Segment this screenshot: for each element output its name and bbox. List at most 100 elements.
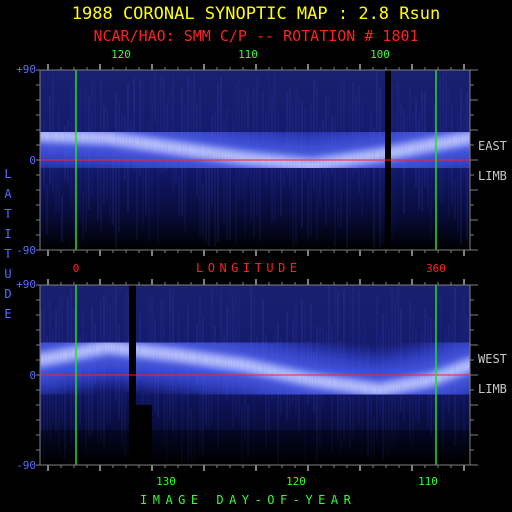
streak bbox=[304, 303, 306, 464]
corona-band-core bbox=[40, 343, 470, 394]
streak bbox=[442, 73, 444, 205]
lat-tick-label: +90 bbox=[16, 278, 36, 291]
streak bbox=[166, 349, 168, 462]
dark-floor bbox=[40, 430, 470, 465]
streak bbox=[391, 289, 393, 447]
streak bbox=[112, 152, 114, 225]
streak bbox=[79, 334, 81, 427]
streak bbox=[400, 307, 402, 412]
streak bbox=[148, 300, 150, 445]
streak bbox=[40, 115, 42, 215]
streak bbox=[199, 86, 201, 236]
streak bbox=[439, 75, 441, 203]
streak bbox=[175, 380, 177, 444]
streak bbox=[181, 366, 183, 465]
streak bbox=[274, 329, 276, 399]
streak bbox=[298, 383, 300, 435]
streak bbox=[433, 103, 435, 204]
streak bbox=[310, 101, 312, 237]
streak bbox=[250, 152, 252, 221]
streak bbox=[43, 308, 45, 459]
streak bbox=[238, 299, 240, 423]
streak bbox=[415, 98, 417, 188]
streak bbox=[97, 131, 99, 222]
streak bbox=[466, 315, 468, 367]
streak bbox=[325, 330, 327, 385]
streak bbox=[385, 311, 387, 459]
streak bbox=[454, 178, 456, 221]
streak bbox=[232, 119, 234, 166]
streak bbox=[430, 317, 432, 436]
streak bbox=[61, 195, 63, 242]
day-tick-label: 110 bbox=[418, 475, 438, 488]
streak bbox=[127, 292, 129, 392]
streak bbox=[466, 91, 468, 241]
streak bbox=[328, 285, 330, 378]
streak bbox=[427, 315, 429, 428]
streak bbox=[166, 103, 168, 171]
streak bbox=[295, 306, 297, 413]
streak bbox=[268, 382, 270, 430]
streak bbox=[136, 144, 138, 240]
streak bbox=[232, 293, 234, 430]
streak bbox=[430, 143, 432, 239]
streak bbox=[214, 326, 216, 371]
streak bbox=[301, 101, 303, 229]
streak bbox=[319, 325, 321, 451]
streak bbox=[64, 125, 66, 181]
streak bbox=[247, 87, 249, 174]
streak bbox=[286, 311, 288, 421]
east-limb-label: LIMB bbox=[478, 169, 507, 183]
streak bbox=[358, 85, 360, 194]
streak bbox=[373, 127, 375, 248]
streak bbox=[361, 99, 363, 220]
streak bbox=[76, 94, 78, 201]
streak bbox=[433, 320, 435, 461]
streak bbox=[292, 317, 294, 405]
streak bbox=[460, 89, 462, 246]
streak bbox=[106, 294, 108, 422]
streak bbox=[457, 362, 459, 435]
latitude-label-letter: T bbox=[4, 207, 12, 221]
streak bbox=[199, 295, 201, 453]
streak bbox=[58, 105, 60, 213]
streak bbox=[115, 92, 117, 249]
streak bbox=[124, 297, 126, 456]
streak bbox=[178, 313, 180, 386]
streak bbox=[154, 317, 156, 413]
day-of-year-axis-label: IMAGE DAY-OF-YEAR bbox=[140, 493, 357, 507]
streak bbox=[169, 90, 171, 147]
latitude-label-letter: D bbox=[4, 287, 12, 301]
streak bbox=[157, 348, 159, 418]
streak bbox=[241, 406, 243, 464]
streak bbox=[49, 95, 51, 186]
latitude-label-letter: A bbox=[4, 187, 12, 201]
streak bbox=[259, 150, 261, 241]
streak bbox=[55, 309, 57, 431]
streak bbox=[313, 79, 315, 190]
streak bbox=[160, 74, 162, 174]
streak bbox=[388, 321, 390, 456]
streak bbox=[256, 77, 258, 217]
streak bbox=[85, 85, 87, 233]
streak bbox=[340, 339, 342, 453]
streak bbox=[253, 293, 255, 449]
streak bbox=[220, 290, 222, 367]
streak bbox=[100, 78, 102, 233]
streak bbox=[424, 308, 426, 381]
streak bbox=[46, 334, 48, 433]
streak bbox=[151, 296, 153, 394]
streak bbox=[349, 383, 351, 448]
streak bbox=[211, 286, 213, 425]
west-limb-panel: +90 0 -90 130 120 110 bbox=[16, 278, 478, 488]
lat-tick-label: +90 bbox=[16, 63, 36, 76]
streak bbox=[223, 330, 225, 392]
streak bbox=[205, 142, 207, 243]
streak bbox=[331, 116, 333, 174]
streak bbox=[208, 152, 210, 248]
streak bbox=[382, 135, 384, 244]
streak bbox=[151, 76, 153, 217]
streak bbox=[445, 70, 447, 145]
streak bbox=[322, 118, 324, 174]
streak bbox=[181, 87, 183, 217]
